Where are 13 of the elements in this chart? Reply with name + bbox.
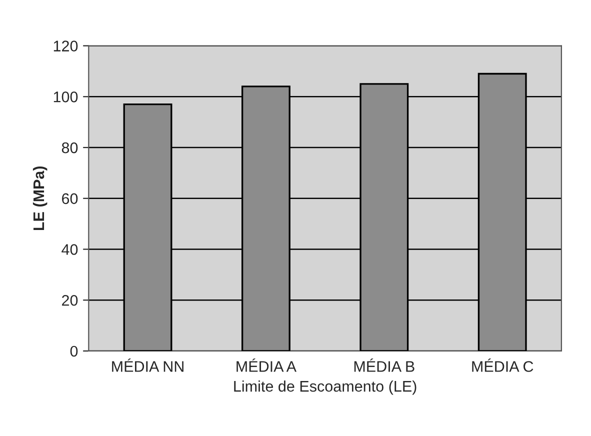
x-tick-label: MÉDIA C (472, 358, 534, 372)
x-tick-label: MÉDIA NN (112, 358, 184, 372)
y-tick-label: 80 (62, 142, 78, 154)
x-tick-label: MÉDIA B (354, 358, 414, 372)
y-tick-label: 20 (62, 294, 78, 306)
x-axis-title: Limite de Escoamento (LE) (234, 380, 416, 395)
y-tick-label: 0 (70, 346, 78, 357)
y-tick-label: 100 (54, 92, 78, 102)
y-axis-title: LE (MPa) (32, 166, 48, 230)
y-tick-label: 120 (54, 40, 78, 52)
x-tick-label: MÉDIA A (236, 358, 296, 372)
y-tick-label: 40 (62, 244, 78, 255)
y-tick-label: 60 (62, 193, 78, 204)
